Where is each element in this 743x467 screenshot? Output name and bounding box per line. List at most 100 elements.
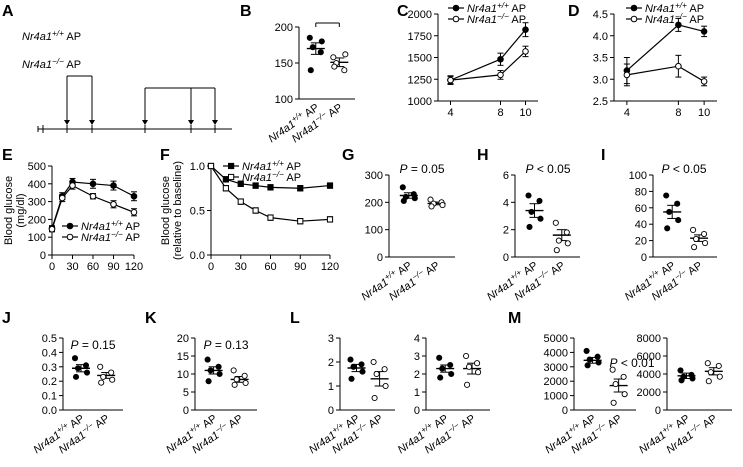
data-point — [675, 217, 682, 224]
y-tick-label: 200 — [365, 197, 383, 209]
data-point — [72, 373, 80, 380]
legend-marker — [66, 222, 74, 230]
data-point — [690, 226, 697, 233]
y-tick-label: 2 — [503, 225, 509, 237]
legend-marker — [228, 162, 235, 170]
y-axis-label: Blood glucose(mg/dl) — [3, 176, 27, 245]
y-tick-label: 4.5 — [593, 9, 608, 21]
y-tick-label: 400 — [28, 179, 46, 191]
data-point — [347, 356, 354, 363]
y-tick-label: 2.5 — [593, 96, 608, 108]
legend-label: Nr4a1+/+ AP — [645, 1, 704, 16]
p-value-label: P < 0.05 — [661, 162, 706, 176]
panel-letter-f: F — [160, 147, 170, 164]
data-point — [610, 399, 617, 406]
data-point — [497, 71, 504, 79]
y-tick-label: 10 — [177, 369, 189, 381]
y-tick-label: 0.4 — [42, 347, 57, 359]
data-point — [553, 247, 560, 254]
data-point — [437, 374, 444, 381]
arrow-head — [142, 120, 148, 125]
y-tick-label: 100 — [365, 225, 383, 237]
y-tick-label: 0 — [562, 405, 568, 417]
data-point — [130, 208, 138, 216]
y-tick-label: 0 — [655, 405, 661, 417]
data-point — [58, 194, 66, 202]
x-tick-label: 120 — [125, 261, 143, 273]
data-point — [108, 369, 115, 376]
category-label: Nr4a1−/− AP — [189, 411, 246, 457]
data-point — [330, 54, 337, 61]
x-tick-label: 4 — [624, 107, 630, 119]
arrow-head — [212, 120, 218, 125]
legend-marker — [630, 4, 638, 12]
y-tick-label: 0.0 — [190, 250, 205, 262]
data-point — [267, 214, 274, 221]
panel-e: 0 100 200 300 400 500 0 30 60 90 120 Blood glucose(… — [3, 161, 143, 273]
data-point — [215, 363, 222, 370]
data-point — [537, 215, 544, 222]
y-tick-label: 0.5 — [190, 206, 205, 218]
data-point — [464, 381, 471, 388]
x-tick-label: 8 — [675, 107, 681, 119]
x-tick-label: 30 — [66, 261, 78, 273]
y-tick-label: 5 — [183, 387, 189, 399]
y-tick-label: 4.0 — [593, 31, 608, 43]
data-point — [716, 373, 723, 380]
data-point — [98, 379, 105, 386]
data-point — [595, 359, 602, 366]
data-point — [620, 373, 627, 380]
data-point — [621, 391, 628, 398]
panel-letter-h: H — [477, 147, 489, 164]
y-tick-label: 8000 — [637, 333, 661, 345]
y-tick-label: 1000 — [544, 391, 568, 403]
data-point — [207, 367, 214, 374]
y-tick-label: 300 — [28, 197, 46, 209]
y-tick-label: 0 — [414, 405, 420, 417]
y-tick-label: 200 — [28, 214, 46, 226]
panel-a-timeline: Nr4a1+/+ AP Nr4a1−/− AP — [22, 29, 232, 133]
data-point — [237, 198, 244, 205]
data-point — [110, 182, 117, 189]
data-point — [267, 184, 274, 191]
data-point — [252, 182, 259, 189]
p-value-label: P < 0.01 — [609, 356, 654, 370]
data-point — [231, 381, 238, 388]
data-point — [358, 361, 365, 368]
x-tick-label: 90 — [294, 261, 306, 273]
data-point — [297, 218, 304, 225]
y-tick-label: 100 — [629, 170, 647, 182]
data-point — [216, 370, 223, 378]
data-point — [522, 26, 529, 33]
y-tick-label: 2000 — [408, 9, 432, 21]
data-point — [399, 184, 406, 191]
data-point — [326, 182, 334, 189]
legend-label: Nr4a1−/− AP — [81, 230, 140, 245]
y-tick-label: 0 — [40, 250, 46, 262]
data-point — [447, 76, 454, 84]
data-point — [564, 240, 571, 247]
y-tick-label: 3 — [328, 333, 334, 345]
legend-marker — [452, 4, 460, 12]
y-tick-label: 2000 — [544, 376, 568, 388]
data-point — [707, 369, 714, 376]
data-point — [382, 382, 389, 390]
x-tick-label: 30 — [235, 261, 247, 273]
data-point — [701, 230, 708, 238]
data-point — [326, 216, 334, 223]
legend-marker — [452, 15, 460, 23]
data-point — [528, 208, 535, 215]
data-point — [705, 378, 712, 385]
panel-letter-k: K — [145, 310, 157, 327]
y-tick-label: 0.1 — [42, 391, 57, 403]
data-point — [663, 192, 670, 199]
x-tick-label: 4 — [447, 107, 453, 119]
data-point — [447, 361, 454, 369]
legend-label: Nr4a1+/+ AP — [81, 219, 140, 234]
y-tick-label: 4 — [503, 197, 509, 209]
data-point — [341, 67, 348, 74]
